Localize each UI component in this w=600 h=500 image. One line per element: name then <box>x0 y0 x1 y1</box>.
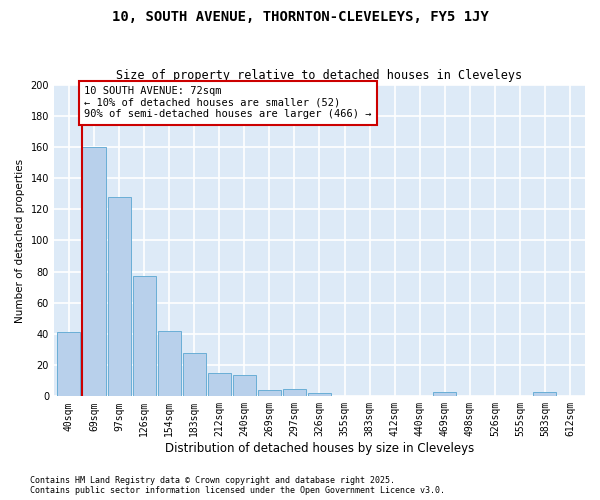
Bar <box>182 352 206 397</box>
Y-axis label: Number of detached properties: Number of detached properties <box>15 158 25 322</box>
Bar <box>208 373 231 396</box>
X-axis label: Distribution of detached houses by size in Cleveleys: Distribution of detached houses by size … <box>165 442 474 455</box>
Bar <box>82 147 106 396</box>
Bar <box>258 390 281 396</box>
Bar <box>158 331 181 396</box>
Bar <box>107 197 131 396</box>
Text: 10, SOUTH AVENUE, THORNTON-CLEVELEYS, FY5 1JY: 10, SOUTH AVENUE, THORNTON-CLEVELEYS, FY… <box>112 10 488 24</box>
Bar <box>58 332 80 396</box>
Title: Size of property relative to detached houses in Cleveleys: Size of property relative to detached ho… <box>116 69 523 82</box>
Text: Contains HM Land Registry data © Crown copyright and database right 2025.
Contai: Contains HM Land Registry data © Crown c… <box>30 476 445 495</box>
Bar <box>283 388 306 396</box>
Bar <box>433 392 456 396</box>
Bar <box>233 374 256 396</box>
Bar <box>308 393 331 396</box>
Text: 10 SOUTH AVENUE: 72sqm
← 10% of detached houses are smaller (52)
90% of semi-det: 10 SOUTH AVENUE: 72sqm ← 10% of detached… <box>84 86 371 120</box>
Bar <box>133 276 155 396</box>
Bar <box>533 392 556 396</box>
